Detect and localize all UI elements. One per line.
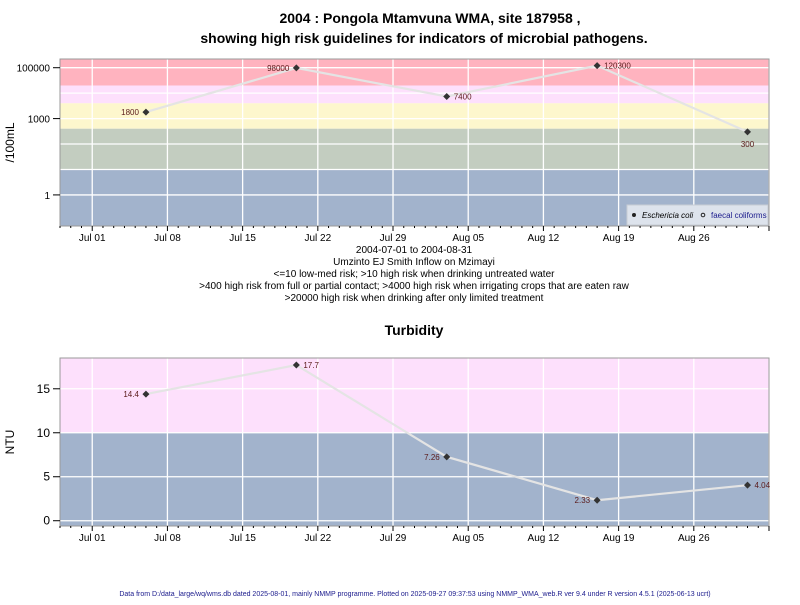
y-tick-label: 0 xyxy=(43,514,50,528)
risk-band-blue xyxy=(60,432,769,526)
legend-marker-ecoli xyxy=(632,213,636,217)
data-label: 1800 xyxy=(121,108,139,117)
y-axis-label: NTU xyxy=(3,430,17,455)
legend-box xyxy=(626,204,769,226)
y-tick-label: 1 xyxy=(44,191,50,202)
data-label: 2.33 xyxy=(575,496,591,505)
data-label: 120300 xyxy=(604,62,631,71)
x-tick-label: Jul 29 xyxy=(380,533,407,544)
risk-band-pink xyxy=(60,85,769,104)
legend-label-faecal: faecal coliforms xyxy=(711,211,767,220)
x-tick-label: Aug 05 xyxy=(452,233,484,244)
subtitle-line: 2004-07-01 to 2004-08-31 xyxy=(356,245,473,256)
chart-title-line1: 2004 : Pongola Mtamvuna WMA, site 187958… xyxy=(279,10,580,26)
x-tick-label: Jul 01 xyxy=(79,233,106,244)
subtitle-line: <=10 low-med risk; >10 high risk when dr… xyxy=(274,269,556,280)
x-tick-label: Aug 19 xyxy=(603,233,635,244)
chart-title-line2: showing high risk guidelines for indicat… xyxy=(200,30,647,46)
data-point xyxy=(443,453,451,461)
data-point xyxy=(142,108,150,116)
data-point xyxy=(744,128,752,136)
legend-label-ecoli: Eschericia coli xyxy=(642,211,693,220)
y-tick-label: 100000 xyxy=(17,64,51,75)
subtitle-line: Umzinto EJ Smith Inflow on Mzimayi xyxy=(333,257,495,268)
data-point xyxy=(593,496,601,504)
data-point xyxy=(744,481,752,489)
risk-band-pink xyxy=(60,358,769,433)
y-tick-label: 5 xyxy=(43,470,50,484)
legend: Eschericia coli faecal coliforms xyxy=(626,204,769,226)
subtitle-line: >20000 high risk when drinking after onl… xyxy=(285,293,544,304)
data-label: 14.4 xyxy=(123,390,139,399)
x-tick-label: Aug 26 xyxy=(678,533,710,544)
x-tick-label: Aug 12 xyxy=(528,233,560,244)
data-point xyxy=(142,390,150,398)
data-label: 4.04 xyxy=(755,481,771,490)
y-tick-label: 15 xyxy=(37,382,51,396)
x-tick-label: Aug 26 xyxy=(678,233,710,244)
x-tick-label: Jul 08 xyxy=(154,233,181,244)
y-tick-label: 1000 xyxy=(28,115,51,126)
data-label: 300 xyxy=(741,140,755,149)
x-tick-label: Jul 22 xyxy=(304,533,331,544)
x-tick-label: Aug 05 xyxy=(452,533,484,544)
data-label: 7400 xyxy=(454,92,472,101)
panel-title: Turbidity xyxy=(385,322,444,338)
data-label: 17.7 xyxy=(303,361,319,370)
data-point xyxy=(593,62,601,70)
data-label: 98000 xyxy=(267,64,290,73)
x-tick-label: Jul 29 xyxy=(380,233,407,244)
risk-band-red xyxy=(60,59,769,86)
legend-marker-faecal xyxy=(700,212,706,218)
risk-band-yellow xyxy=(60,103,769,129)
x-tick-label: Aug 19 xyxy=(603,533,635,544)
y-tick-label: 10 xyxy=(37,426,51,440)
x-tick-label: Jul 22 xyxy=(304,233,331,244)
microbial-panel: Jul 01 Jul 08 Jul 15 Jul 22 Jul 29 Aug 05 Aug … xyxy=(3,58,770,304)
x-tick-label: Jul 01 xyxy=(79,533,106,544)
footer-note: Data from D:/data_large/wq/wms.db dated … xyxy=(119,591,710,598)
data-label: 7.26 xyxy=(424,453,440,462)
data-point xyxy=(292,64,300,72)
data-point xyxy=(443,92,451,100)
subtitle-line: >400 high risk from full or partial cont… xyxy=(199,281,629,292)
x-tick-label: Jul 15 xyxy=(229,233,256,244)
risk-band-sage xyxy=(60,128,769,170)
x-tick-label: Jul 08 xyxy=(154,533,181,544)
turbidity-panel: Jul 01 Jul 08 Jul 15 Jul 22 Jul 29 Aug 05 Aug … xyxy=(3,322,771,544)
data-point xyxy=(292,361,300,369)
y-axis-label: /100mL xyxy=(3,122,17,162)
x-tick-label: Jul 15 xyxy=(229,533,256,544)
x-tick-label: Aug 12 xyxy=(528,533,560,544)
